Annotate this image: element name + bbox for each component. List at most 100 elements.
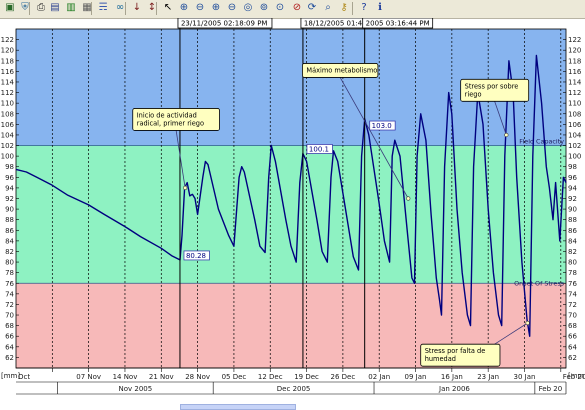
y-tick-label-left: 118 [1,57,14,65]
value-label: 80.28 [186,252,206,260]
annotation-anchor [406,196,411,201]
y-tick-label-right: 122 [568,36,581,44]
app-shield-icon[interactable]: ⛨ [21,2,29,13]
search-icon[interactable]: ⌕ [325,2,331,13]
y-tick-label-right: 116 [568,68,582,76]
y-tick-label-right: 86 [568,227,577,235]
y-tick-label-left: 84 [5,237,14,245]
y-tick-label-left: 74 [5,290,14,298]
zoom-fit-icon[interactable]: ◎ [243,2,253,13]
optimal-zone [16,145,566,284]
value-label-box [369,120,396,131]
cursor-icon[interactable]: ↖ [163,2,173,13]
toolbar-separator [91,2,92,15]
y-tick-label-right: 72 [568,301,577,309]
zoom-in-icon[interactable]: ⊕ [179,2,189,13]
y-tick-label-right: 94 [568,184,577,192]
y-tick-label-left: 100 [1,153,14,161]
y-tick-label-left: 70 [5,312,14,320]
y-tick-label-right: 90 [568,206,577,214]
y-tick-label-right: 70 [568,312,577,320]
print-icon[interactable]: ⎙ [37,2,45,13]
annotation-box[interactable] [132,108,220,131]
key-icon[interactable]: ⚷ [340,2,348,13]
y-tick-label-right: 120 [568,47,581,55]
time-cursor-label: 2005 03:16:44 PM [366,20,430,28]
y-tick-label-left: 106 [1,121,15,129]
chart-icon[interactable]: ▥ [66,2,76,13]
x-tick-label: Oct [18,373,30,381]
zoom-y-icon[interactable]: ⊖ [227,2,237,13]
wind-icon[interactable]: ☴ [98,2,108,13]
zoom-x-icon[interactable]: ⊕ [211,2,221,13]
toolbar-separator [125,2,126,15]
time-cursor-label: 23/11/2005 02:18:09 PM [181,20,268,28]
y-tick-label-left: 94 [5,184,14,192]
y-tick-label-left: 90 [5,206,14,214]
y-tick-label-right: 112 [568,89,581,97]
y-unit-right: [mm] [568,372,585,380]
x-tick-label: 28 Nov [185,373,210,381]
y-tick-label-left: 62 [5,354,14,362]
soil-moisture-chart[interactable]: Field Capacity Onset Of Stress 62 64 66 68 70… [0,18,585,410]
x-tick-label: 23 Jan [477,373,499,381]
y-tick-label-right: 110 [568,100,581,108]
y-tick-label-right: 106 [568,121,582,129]
time-cursors: 23/11/2005 02:18:09 PM 18/12/2005 01:43:4… [177,18,434,368]
annotation-box[interactable] [420,343,501,367]
y-tick-label-right: 118 [568,57,581,65]
sort-icon[interactable]: ↓ [132,2,142,13]
table-icon[interactable]: ▦ [82,2,92,13]
y-tick-label-left: 66 [5,333,14,341]
y-tick-label-right: 104 [568,131,582,139]
y-tick-label-right: 108 [568,110,581,118]
x-tick-label: 21 Nov [149,373,174,381]
annotation-anchor [525,320,530,326]
annotation-text: Inicio de actividad [137,111,197,119]
x-axis: Oct 07 Nov 14 Nov 21 Nov 28 Nov 05 Dec 12 Dec 1… [16,367,585,395]
y-tick-label-left: 122 [1,36,14,44]
y-tick-label-right: 78 [568,269,577,277]
zoom-out-icon[interactable]: ⊖ [195,2,205,13]
annotation-text: Stress por sobre [465,82,519,90]
y-tick-label-right: 92 [568,195,577,203]
stop-icon[interactable]: ⊘ [292,2,302,13]
month-label: Nov 2005 [118,385,152,393]
refresh-icon[interactable]: ⟳ [307,2,317,13]
help-icon[interactable]: ? [361,2,367,13]
y-tick-label-left: 98 [5,163,14,171]
y-tick-label-left: 64 [5,343,14,351]
month-label: Dec 2005 [277,385,311,393]
annotation-box[interactable] [302,63,379,78]
x-tick-label: 12 Dec [258,373,283,381]
binoculars-icon[interactable]: ∞ [115,2,125,13]
annotations: 80.28 100.1 103.0 Inicio de actividadradica… [132,63,530,367]
y-unit-left: [mm] [1,372,20,380]
x-tick-label: 14 Nov [113,373,138,381]
zoom-reset-icon[interactable]: ⊚ [259,2,269,13]
annotation-text: riego [465,90,482,98]
annotation-box[interactable] [460,78,530,102]
y-tick-label-left: 82 [5,248,14,256]
annotation-text: Stress por falta de [425,347,486,355]
app-logo-icon[interactable]: ▣ [5,2,15,13]
time-cursor-box [362,18,434,29]
field-capacity-label: Field Capacity [519,138,564,146]
y-tick-label-right: 66 [568,333,577,341]
y-tick-label-right: 114 [568,78,582,86]
value-label: 103.0 [372,122,392,130]
y-tick-label-left: 78 [5,269,14,277]
save-icon[interactable]: ▤ [50,2,60,13]
zoom-area-icon[interactable]: ⊙ [275,2,285,13]
y-tick-label-left: 104 [1,131,15,139]
info-icon[interactable]: ℹ [378,2,382,13]
y-tick-label-right: 76 [568,280,577,288]
y-axis-left: 62 64 66 68 70 72 74 76 78 80 82 84 86 88 90 92 94 96 98 10… [1,36,21,380]
horizontal-scrollbar-thumb[interactable] [180,404,296,410]
annotation-text: humedad [425,355,456,363]
y-tick-label-left: 114 [1,78,15,86]
annotation-leader [339,77,409,199]
series-soil-moisture [15,54,567,337]
x-tick-label: 26 Dec [331,373,356,381]
ruler-icon[interactable]: ↕ [147,2,157,13]
